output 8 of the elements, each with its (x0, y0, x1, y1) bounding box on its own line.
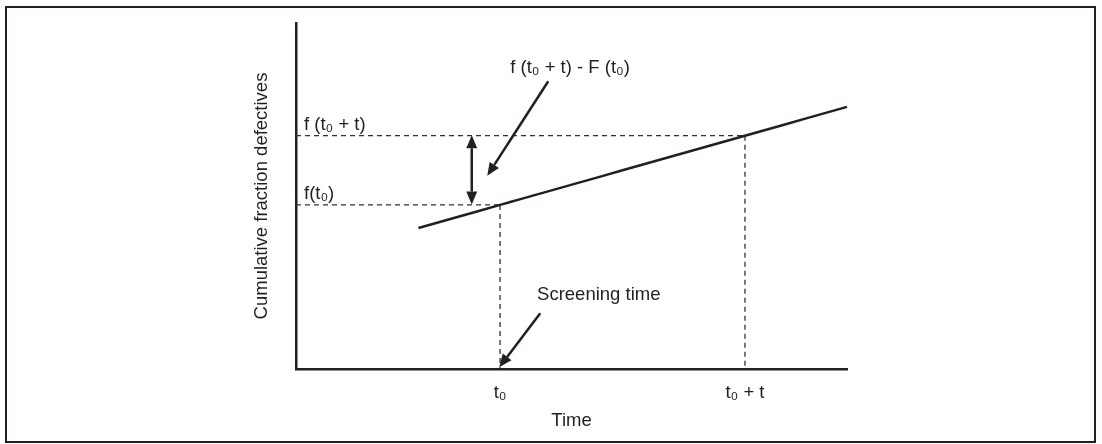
ref-line-label: f(t₀) (304, 181, 335, 203)
x-tick-label: t₀ (493, 381, 507, 403)
x-axis-title: Time (551, 408, 592, 430)
ref-line-label: f (t₀ + t) (304, 112, 366, 134)
text: f (t₀ + t) - F (t₀) (510, 55, 630, 77)
y-axis-title: Cumulative fraction defectives (250, 72, 272, 320)
x-tick-label: t₀ + t (725, 381, 765, 403)
annotation: Screening time (537, 283, 661, 305)
